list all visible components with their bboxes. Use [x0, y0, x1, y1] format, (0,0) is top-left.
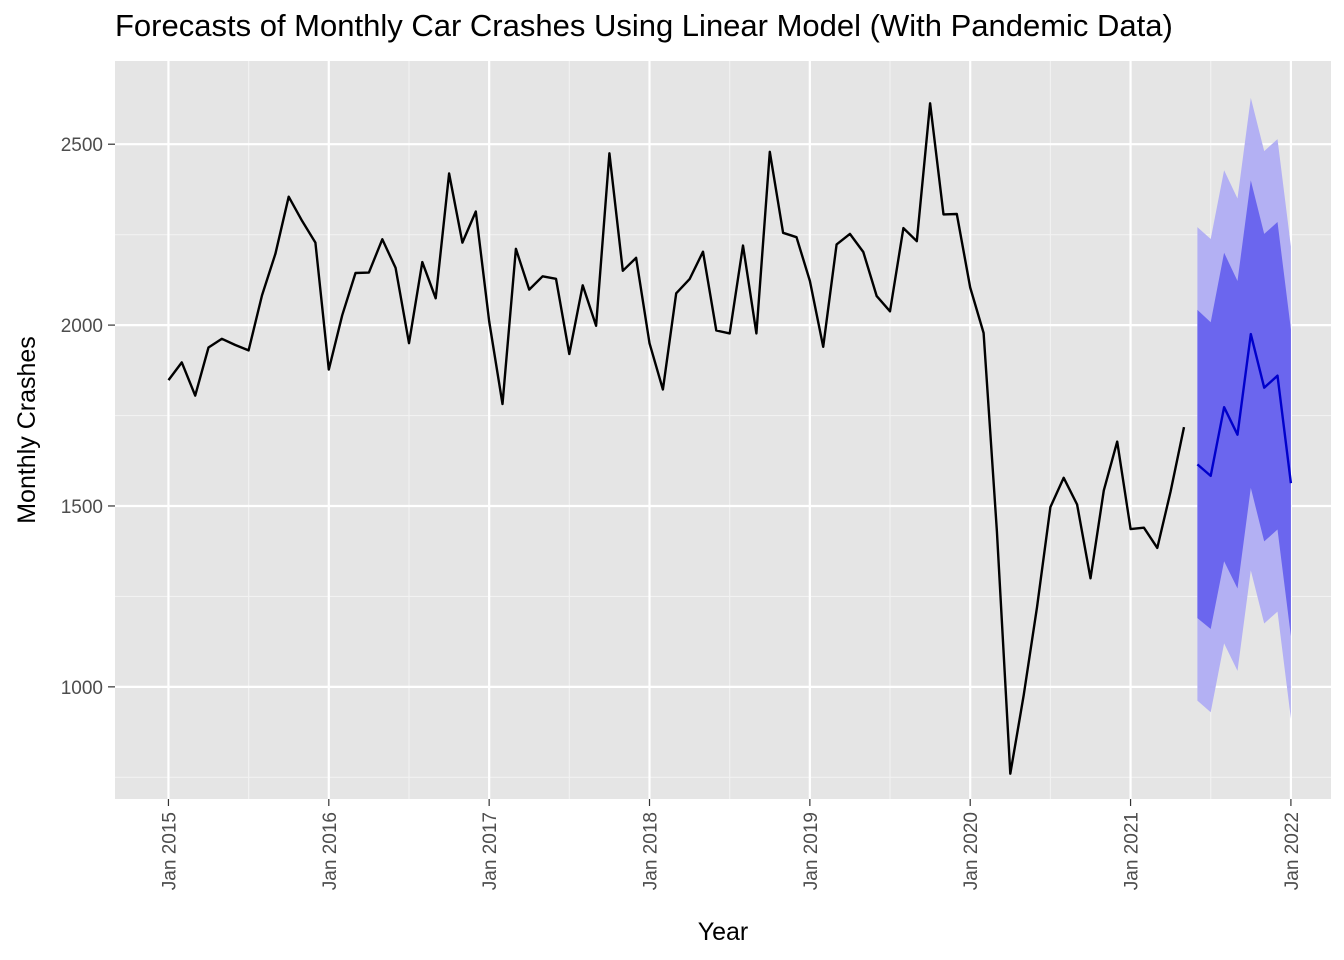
x-axis-title: Year: [698, 918, 749, 946]
forecast-mean-line: [1196, 332, 1293, 484]
x-tick-label: Jan 2022: [1282, 812, 1303, 890]
major-gridlines: [115, 61, 1331, 799]
x-tick-label: Jan 2019: [801, 812, 822, 890]
y-tick-label: 1500: [61, 497, 103, 518]
x-tick-label: Jan 2016: [320, 812, 341, 890]
forecast-80-interval: [1197, 180, 1291, 637]
x-tick-label: Jan 2015: [160, 812, 181, 890]
forecast-bands: [1197, 97, 1291, 719]
y-axis-title: Monthly Crashes: [13, 336, 41, 524]
x-tick-label: Jan 2021: [1122, 812, 1143, 890]
y-tick-label: 2000: [61, 316, 103, 337]
x-tick-label: Jan 2017: [480, 812, 501, 890]
series-lines: [167, 102, 1293, 775]
y-tick-label: 2500: [61, 135, 103, 156]
plot-panel: [115, 61, 1331, 799]
y-tick-label: 1000: [61, 678, 103, 699]
x-tick-label: Jan 2020: [961, 812, 982, 890]
x-tick-label: Jan 2018: [641, 812, 662, 890]
history-series-line: [167, 102, 1186, 775]
axis-ticks: 1000 1500 2000 2500 Jan 2015 Jan 2016 Jan 2017…: [61, 135, 1303, 890]
